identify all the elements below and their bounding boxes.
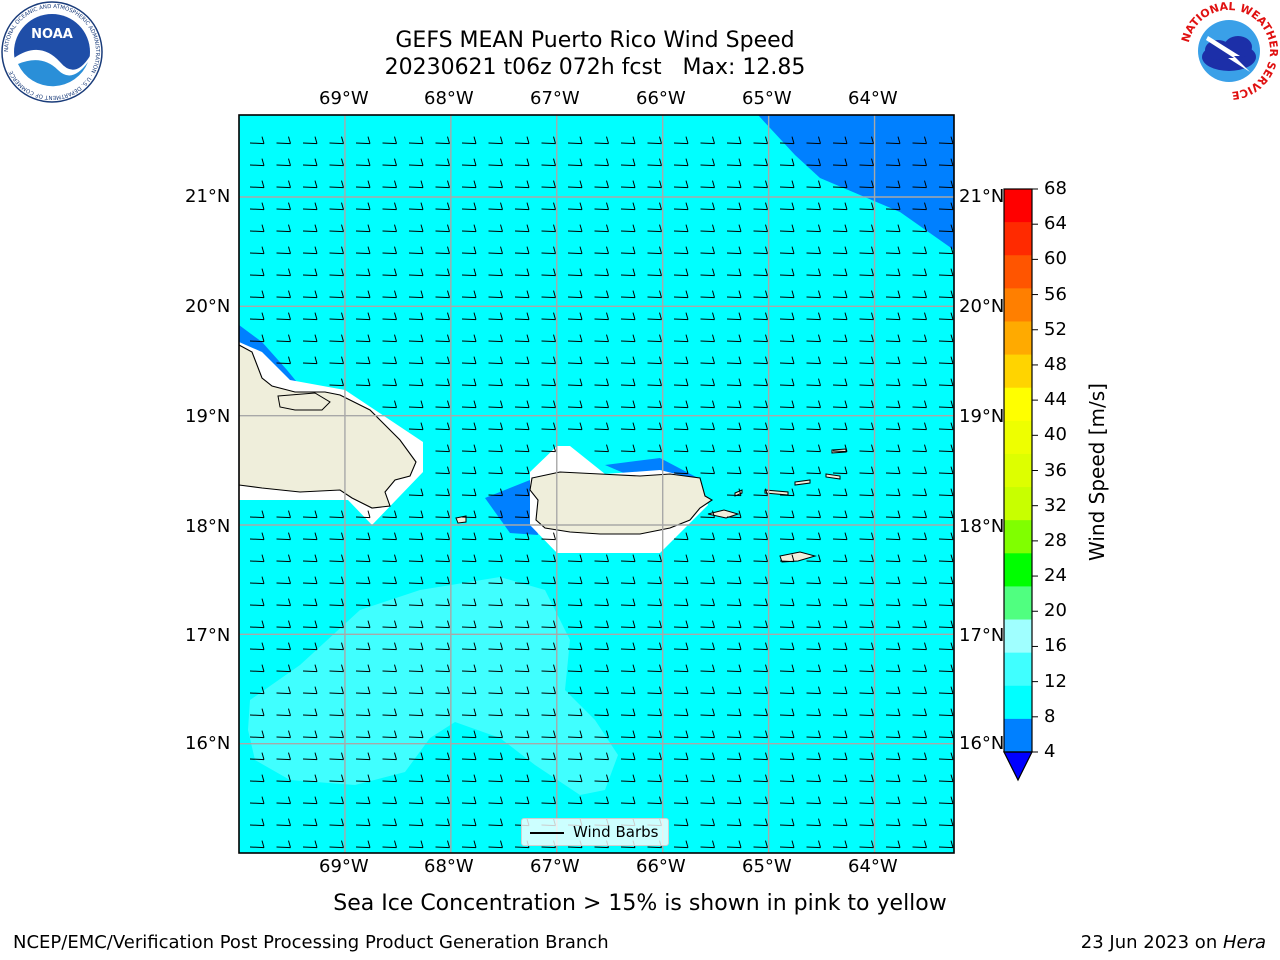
colorbar-extend-arrow [1003, 751, 1033, 782]
coast-samana [277, 392, 331, 411]
colorbar-tick-label: 4 [1044, 741, 1056, 762]
lon-label-top-66: 66°W [636, 88, 686, 109]
wind-barb-paths [249, 136, 954, 849]
lat-label-left-18: 18°N [185, 516, 231, 537]
lat-label-right-20: 20°N [959, 296, 1005, 317]
colorbar-swatch [1004, 553, 1032, 587]
lat-label-right-21: 21°N [959, 186, 1005, 207]
field-4-8-mona [485, 480, 538, 535]
colorbar-label: Wind Speed [m/s] [1085, 383, 1109, 561]
map-frame [238, 114, 955, 854]
colorbar-tick-label: 36 [1044, 459, 1067, 481]
lat-label-right-17: 17°N [959, 625, 1005, 646]
legend-line-swatch [530, 832, 564, 834]
nws-logo: NATIONAL WEATHER SERVICE [1178, 0, 1280, 102]
lat-label-right-18: 18°N [959, 516, 1005, 537]
field-4-8-northeast [758, 115, 954, 250]
lat-label-right-19: 19°N [959, 406, 1005, 427]
footer-date-host: 23 Jun 2023 on Hera [1081, 932, 1266, 954]
colorbar-tick-label: 12 [1044, 670, 1067, 692]
lat-label-left-16: 16°N [185, 733, 231, 754]
colorbar-tick-label: 28 [1044, 529, 1067, 551]
coast-puerto-rico [529, 471, 714, 535]
field-4-8-hispaniola [239, 325, 305, 392]
colorbar-swatch [1004, 288, 1032, 322]
colorbar-tick-label: 16 [1044, 635, 1067, 657]
colorbar-swatch [1004, 487, 1032, 521]
colorbar-tick-label: 68 [1044, 178, 1067, 199]
footer-date: 23 Jun 2023 on [1080, 932, 1223, 953]
colorbar-swatch [1004, 685, 1032, 720]
colorbar-swatch [1004, 619, 1032, 654]
lon-label-bottom-64: 64°W [848, 856, 898, 877]
lon-label-bottom-67: 67°W [530, 856, 580, 877]
coast-islet-2 [794, 479, 811, 486]
sea-ice-note: Sea Ice Concentration > 15% is shown in … [0, 891, 1280, 917]
colorbar-tick-label: 20 [1044, 600, 1067, 622]
lat-label-left-17: 17°N [185, 625, 231, 646]
colorbar-swatch [1004, 189, 1032, 223]
lat-label-right-16: 16°N [959, 733, 1005, 754]
colorbar-swatch [1004, 718, 1032, 753]
colorbar-tick-label: 44 [1044, 389, 1067, 411]
noaa-logo: NATIONAL OCEANIC AND ATMOSPHERIC ADMINIS… [0, 0, 105, 105]
colorbar-tick-label: 32 [1044, 494, 1067, 516]
colorbar-swatch [1004, 255, 1032, 289]
legend-label: Wind Barbs [573, 823, 659, 841]
wind-barbs [249, 136, 954, 849]
colorbar-swatch [1004, 420, 1032, 455]
lon-label-bottom-65: 65°W [742, 856, 792, 877]
lat-label-left-21: 21°N [185, 186, 231, 207]
map-legend: Wind Barbs [521, 818, 669, 846]
lon-label-top-69: 69°W [319, 88, 369, 109]
coast-hispaniola [239, 344, 417, 509]
colorbar-tick-label: 48 [1044, 353, 1067, 375]
lon-label-top-67: 67°W [530, 88, 580, 109]
colorbar-swatch [1004, 321, 1032, 356]
colorbar-swatch [1004, 222, 1032, 256]
lon-label-bottom-69: 69°W [319, 856, 369, 877]
field-12-16 [248, 577, 618, 795]
colorbar-swatch [1004, 520, 1032, 554]
lon-label-top-64: 64°W [848, 88, 898, 109]
coast-vieques [707, 509, 740, 519]
footer-credit: NCEP/EMC/Verification Post Processing Pr… [13, 932, 609, 953]
lat-label-left-20: 20°N [185, 296, 231, 317]
colorbar-tick-label: 56 [1044, 283, 1067, 305]
map-area [239, 115, 954, 853]
chart-subtitle: 20230621 t06z 072h fcst Max: 12.85 [384, 55, 806, 80]
footer-host: Hera [1222, 932, 1266, 953]
colorbar-tick-label: 24 [1044, 565, 1067, 587]
lon-label-top-68: 68°W [424, 88, 474, 109]
sea-ice-note-text: Sea Ice Concentration > 15% is shown in … [333, 891, 947, 916]
lon-label-top-65: 65°W [742, 88, 792, 109]
lon-label-bottom-66: 66°W [636, 856, 686, 877]
colorbar-swatch [1004, 586, 1032, 621]
colorbar-tick-label: 8 [1044, 705, 1056, 727]
coast-islet-3 [825, 473, 841, 480]
lat-label-left-19: 19°N [185, 406, 231, 427]
colorbar-swatch [1004, 652, 1032, 687]
colorbar-tick-label: 64 [1044, 213, 1067, 235]
lon-label-bottom-68: 68°W [424, 856, 474, 877]
colorbar-tick-label: 40 [1044, 424, 1067, 446]
colorbar-swatch [1004, 387, 1032, 422]
colorbar-tick-label: 60 [1044, 248, 1067, 270]
colorbar-swatch [1004, 354, 1032, 389]
chart-title: GEFS MEAN Puerto Rico Wind Speed [395, 28, 795, 53]
colorbar-swatch [1004, 453, 1032, 488]
noaa-text: NOAA [31, 27, 73, 42]
colorbar-tick-label: 52 [1044, 318, 1067, 340]
